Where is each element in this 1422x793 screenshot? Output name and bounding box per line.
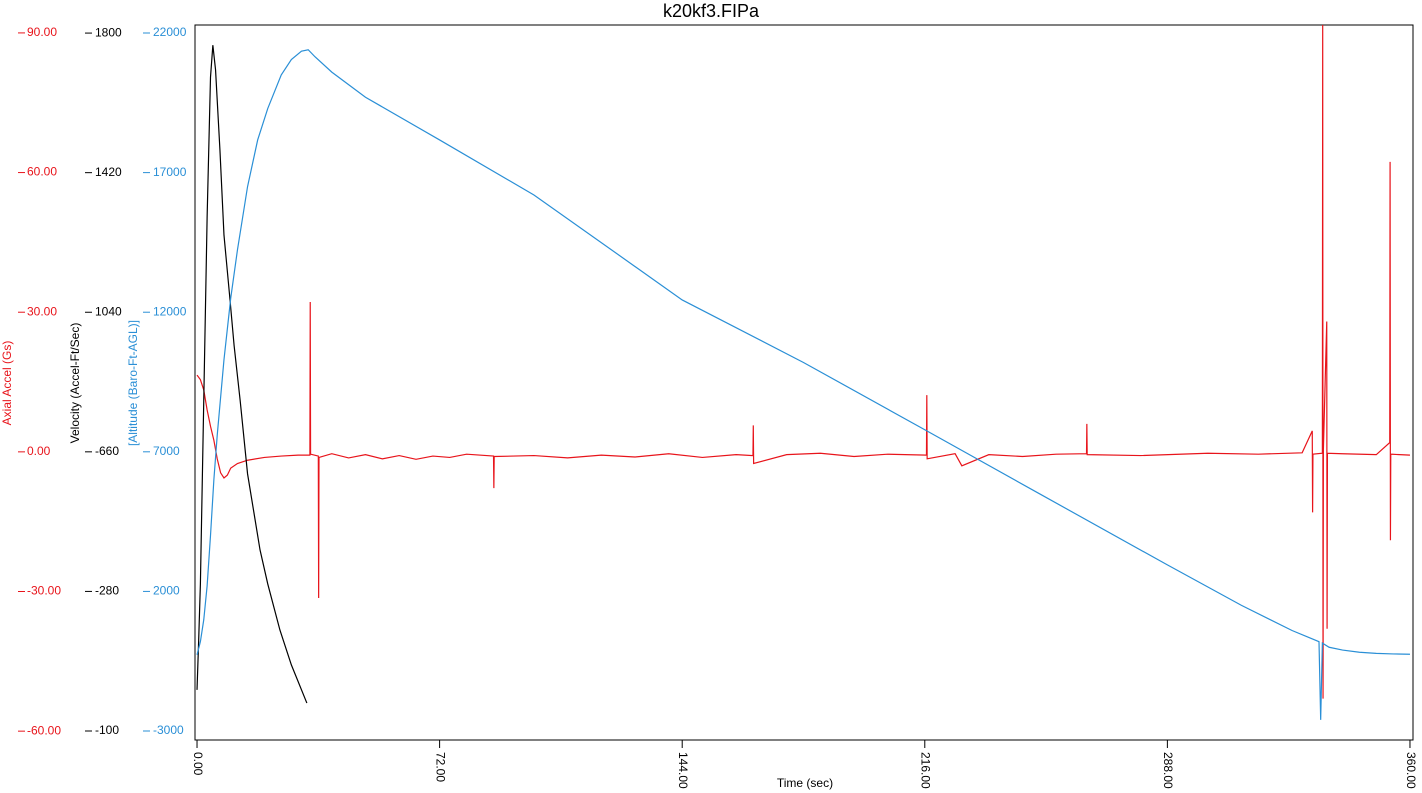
y-tick-label: -3000 (153, 723, 184, 737)
chart-title: k20kf3.FIPa (663, 1, 760, 21)
y-axis-title: [Altitude (Baro-Ft-AGL)] (126, 320, 140, 446)
x-tick-label: 0.00 (191, 752, 205, 776)
y-axis-title: Velocity (Accel-Ft/Sec) (68, 323, 82, 444)
y-tick-label: -30.00 (27, 584, 61, 598)
data-line (196, 24, 1410, 699)
x-tick-label: 72.00 (433, 752, 447, 782)
y-tick-label: 12000 (153, 304, 187, 318)
y-tick-label: -60.00 (27, 723, 61, 737)
y-tick-label: 17000 (153, 165, 187, 179)
y-tick-label: 0.00 (27, 444, 51, 458)
y-tick-label: 2000 (153, 584, 180, 598)
x-axis-title: Time (sec) (777, 776, 833, 790)
y-tick-label: 1800 (95, 25, 122, 39)
x-tick-label: 288.00 (1161, 752, 1175, 789)
x-tick-label: 144.00 (676, 752, 690, 789)
y-tick-label: 7000 (153, 444, 180, 458)
y-tick-label: 22000 (153, 25, 187, 39)
y-tick-label: 90.00 (27, 25, 57, 39)
y-tick-label: -100 (95, 723, 119, 737)
y-tick-label: -280 (95, 584, 119, 598)
y-tick-label: 1040 (95, 304, 122, 318)
y-tick-label: 30.00 (27, 304, 57, 318)
data-line (196, 49, 1410, 720)
y-tick-label: 60.00 (27, 165, 57, 179)
y-axis-title: Axial Accel (Gs) (0, 341, 14, 426)
y-tick-label: 1420 (95, 165, 122, 179)
y-tick-label: -660 (95, 444, 119, 458)
x-tick-label: 216.00 (919, 752, 933, 789)
x-tick-label: 360.00 (1404, 752, 1418, 789)
data-line (196, 45, 308, 704)
plot-frame (194, 24, 1414, 741)
